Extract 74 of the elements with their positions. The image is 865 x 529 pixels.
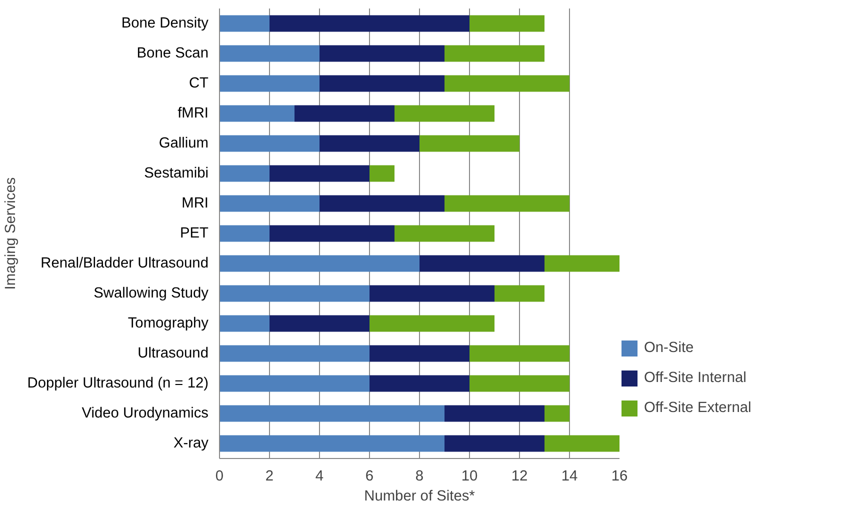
bar [220,255,420,272]
x-tick-label: 10 [461,468,478,484]
bar [544,255,620,272]
bar [320,75,444,92]
bar [370,285,494,302]
y-axis-title: Imaging Services [3,177,20,290]
x-tick-label: 8 [415,468,424,484]
bar [394,105,494,122]
bar [220,135,320,152]
bar [220,315,270,332]
bar [220,375,370,392]
y-tick-label: Sestamibi [144,166,209,182]
y-tick-label: CT [188,76,209,92]
y-tick-label: PET [180,226,209,242]
y-tick-label: MRI [182,196,209,212]
y-tick-label: Bone Scan [136,46,209,62]
x-tick-label: 4 [315,468,324,484]
y-tick-label: Swallowing Study [94,286,210,302]
legend-label: Off-Site Internal [644,370,746,386]
bar [544,405,570,422]
legend-label: Off-Site External [644,400,752,416]
x-axis-title: Number of Sites* [364,488,476,504]
bar [370,315,494,332]
bar [220,105,294,122]
bar [444,195,570,212]
bar [220,15,270,32]
bar [270,225,394,242]
legend-label: On-Site [644,340,694,356]
x-tick-label: 0 [215,468,224,484]
y-tick-label: X-ray [173,436,210,452]
x-tick-label: 12 [511,468,528,484]
x-tick-label: 16 [611,468,628,484]
bar [420,255,544,272]
bar [220,45,320,62]
bar [320,195,444,212]
x-tick-label: 2 [265,468,274,484]
bar [494,285,544,302]
bar [470,375,570,392]
bar [370,345,470,362]
y-tick-label: Doppler Ultrasound (n = 12) [27,376,208,392]
bar [270,15,470,32]
bar [220,435,444,452]
bar [270,315,370,332]
bar [220,195,320,212]
bar [470,15,544,32]
bar [370,165,394,182]
bar [320,45,444,62]
bar [220,405,444,422]
x-tick-label: 6 [365,468,374,484]
bar [320,135,420,152]
bar [444,45,544,62]
y-tick-label: Bone Density [121,16,210,32]
bar [544,435,620,452]
bar [220,75,320,92]
bar [394,225,494,242]
y-tick-label: fMRI [178,106,208,122]
x-tick-label: 14 [561,468,578,484]
bar [444,405,544,422]
bar [294,105,394,122]
bar [444,435,544,452]
y-tick-label: Ultrasound [138,346,209,362]
bar [220,225,270,242]
bar [370,375,470,392]
y-tick-label: Video Urodynamics [82,406,208,422]
bar [270,165,370,182]
bar [220,285,370,302]
bar [470,345,570,362]
y-tick-label: Renal/Bladder Ultrasound [40,256,209,272]
bar [220,165,270,182]
bar [420,135,520,152]
bar [220,345,370,362]
y-tick-label: Gallium [158,136,209,152]
bar [444,75,570,92]
y-tick-label: Tomography [128,316,210,332]
